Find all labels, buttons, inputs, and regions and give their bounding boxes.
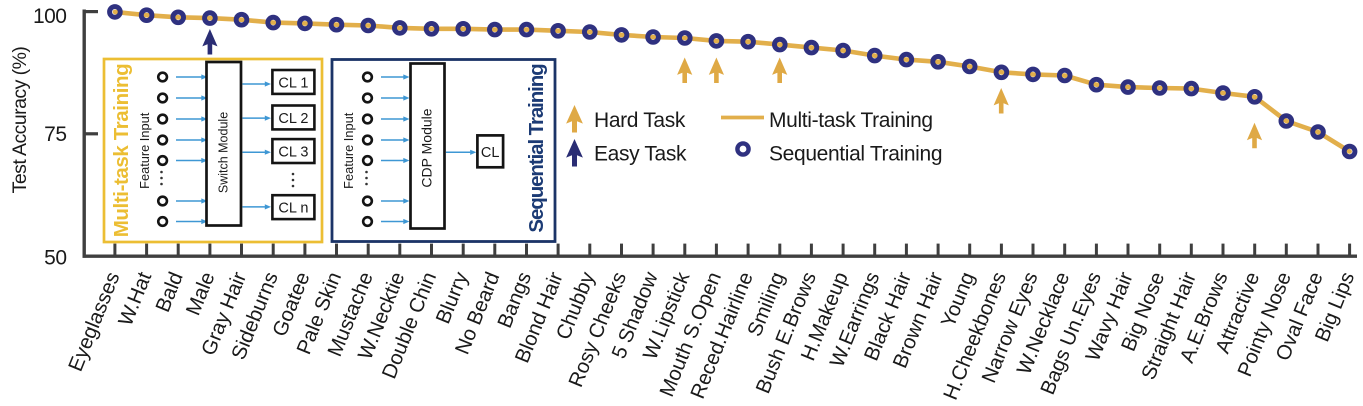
svg-text:Sequential Training: Sequential Training — [769, 143, 942, 166]
svg-text:CL: CL — [481, 145, 500, 161]
svg-text:Feature Input: Feature Input — [341, 112, 356, 189]
svg-text:CL 1: CL 1 — [278, 75, 308, 91]
svg-text:Hard Task: Hard Task — [594, 109, 686, 132]
svg-text:100: 100 — [33, 5, 67, 28]
svg-text:CL 3: CL 3 — [278, 144, 308, 160]
svg-text:CL n: CL n — [278, 201, 308, 217]
svg-text:75: 75 — [44, 123, 66, 146]
svg-text:Multi-task Training: Multi-task Training — [110, 64, 133, 238]
svg-text:Feature Input: Feature Input — [137, 112, 152, 189]
svg-text:Multi-task Training: Multi-task Training — [769, 109, 933, 132]
svg-text:Sequential Training: Sequential Training — [525, 64, 548, 233]
svg-text:50: 50 — [44, 246, 66, 269]
svg-text:CDP Module: CDP Module — [419, 108, 435, 187]
svg-text:Test Accuracy (%): Test Accuracy (%) — [9, 47, 31, 194]
svg-text:Switch Module: Switch Module — [216, 112, 230, 193]
svg-text:Easy Task: Easy Task — [594, 143, 687, 166]
svg-text:CL 2: CL 2 — [278, 111, 308, 127]
